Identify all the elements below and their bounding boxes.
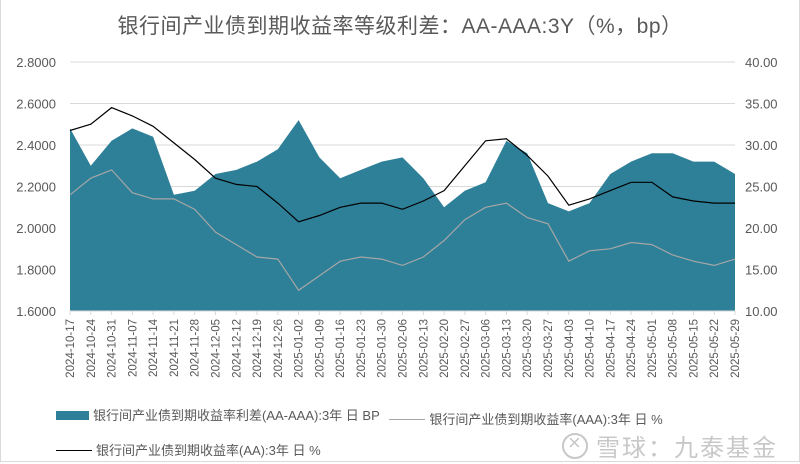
svg-text:2024-12-19: 2024-12-19 xyxy=(252,319,264,378)
svg-text:2024-12-05: 2024-12-05 xyxy=(210,319,222,378)
svg-text:25.00: 25.00 xyxy=(745,180,778,195)
svg-text:2025-02-27: 2025-02-27 xyxy=(460,319,472,378)
svg-text:2025-02-13: 2025-02-13 xyxy=(418,319,430,378)
svg-text:2024-10-17: 2024-10-17 xyxy=(65,319,77,378)
svg-text:2024-10-24: 2024-10-24 xyxy=(86,318,98,377)
svg-text:2025-05-01: 2025-05-01 xyxy=(647,319,659,378)
svg-text:2.4000: 2.4000 xyxy=(16,138,56,153)
legend-item-aaa: 银行间产业债到期收益率(AAA):3年 日 % xyxy=(389,406,663,433)
svg-text:2025-04-24: 2025-04-24 xyxy=(626,318,638,377)
line-swatch-icon xyxy=(389,419,426,420)
svg-text:2024-11-14: 2024-11-14 xyxy=(148,318,160,377)
chart-title: 银行间产业债到期收益率等级利差：AA-AAA:3Y（%，bp） xyxy=(117,15,683,38)
watermark-text: 雪球：九泰基金 xyxy=(596,435,778,462)
svg-text:2024-11-28: 2024-11-28 xyxy=(190,319,202,377)
legend-label-aa: 银行间产业债到期收益率(AA):3年 日 % xyxy=(96,443,321,458)
svg-text:35.00: 35.00 xyxy=(745,97,778,112)
svg-text:2024-12-12: 2024-12-12 xyxy=(231,319,243,378)
svg-text:2025-04-17: 2025-04-17 xyxy=(605,319,617,378)
legend-item-aa: 银行间产业债到期收益率(AA):3年 日 % xyxy=(56,437,321,464)
svg-text:2025-03-13: 2025-03-13 xyxy=(501,319,513,378)
spread-area xyxy=(70,120,735,311)
aa-yield-line xyxy=(69,106,735,223)
right-y-axis-labels: 10.00 15.00 20.00 25.00 30.00 35.00 40.00 xyxy=(745,55,778,319)
svg-text:15.00: 15.00 xyxy=(745,263,778,278)
svg-text:2.6000: 2.6000 xyxy=(16,97,56,112)
svg-text:2025-03-27: 2025-03-27 xyxy=(543,319,555,378)
svg-text:2025-02-20: 2025-02-20 xyxy=(439,319,451,378)
svg-text:2025-03-20: 2025-03-20 xyxy=(522,319,534,378)
svg-text:2025-05-08: 2025-05-08 xyxy=(668,319,680,378)
svg-text:2.2000: 2.2000 xyxy=(16,180,56,195)
legend-item-spread: 银行间产业债到期收益率利差(AA-AAA):3年 日 BP xyxy=(56,402,380,429)
svg-text:2025-04-10: 2025-04-10 xyxy=(585,319,597,378)
svg-text:2.8000: 2.8000 xyxy=(16,55,56,70)
legend-label-spread: 银行间产业债到期收益率利差(AA-AAA):3年 日 BP xyxy=(93,408,380,423)
svg-text:1.8000: 1.8000 xyxy=(16,263,56,278)
svg-text:2.0000: 2.0000 xyxy=(16,221,56,236)
svg-text:30.00: 30.00 xyxy=(745,138,778,153)
legend-label-aaa: 银行间产业债到期收益率(AAA):3年 日 % xyxy=(429,412,663,427)
svg-text:2025-01-30: 2025-01-30 xyxy=(377,319,389,378)
aaa-yield-line xyxy=(69,169,736,292)
svg-text:2024-12-26: 2024-12-26 xyxy=(273,319,285,378)
svg-text:2025-05-29: 2025-05-29 xyxy=(730,319,742,378)
x-axis-labels: 2024-10-17 2024-10-24 2024-10-31 2024-11-07… xyxy=(65,311,742,378)
svg-text:2024-11-07: 2024-11-07 xyxy=(127,319,139,377)
line-swatch-icon xyxy=(56,450,92,451)
svg-text:2025-01-02: 2025-01-02 xyxy=(294,319,306,378)
legend: 银行间产业债到期收益率利差(AA-AAA):3年 日 BP 银行间产业债到期收益… xyxy=(56,402,776,464)
watermark: 雪球：九泰基金 xyxy=(562,428,778,463)
svg-text:40.00: 40.00 xyxy=(745,55,778,70)
area-swatch-icon xyxy=(56,411,89,420)
svg-text:2025-02-06: 2025-02-06 xyxy=(398,319,410,378)
left-y-axis-labels: 1.6000 1.8000 2.0000 2.2000 2.4000 2.6000 2.80… xyxy=(16,55,56,319)
svg-text:2025-05-15: 2025-05-15 xyxy=(688,319,700,378)
svg-text:10.00: 10.00 xyxy=(745,304,778,319)
svg-text:2025-01-09: 2025-01-09 xyxy=(314,319,326,378)
svg-text:2025-05-22: 2025-05-22 xyxy=(709,319,721,378)
svg-text:2025-01-23: 2025-01-23 xyxy=(356,319,368,378)
svg-text:2025-03-06: 2025-03-06 xyxy=(481,319,493,378)
svg-text:20.00: 20.00 xyxy=(745,221,778,236)
svg-text:2024-10-31: 2024-10-31 xyxy=(107,319,119,378)
snowball-logo-icon xyxy=(562,430,588,459)
chart-plot: 1.6000 1.8000 2.0000 2.2000 2.4000 2.6000 2.80… xyxy=(16,55,778,378)
svg-text:1.6000: 1.6000 xyxy=(16,304,56,319)
svg-text:2024-11-21: 2024-11-21 xyxy=(169,319,181,377)
svg-text:2025-04-03: 2025-04-03 xyxy=(564,319,576,378)
svg-text:2025-01-16: 2025-01-16 xyxy=(335,319,347,378)
